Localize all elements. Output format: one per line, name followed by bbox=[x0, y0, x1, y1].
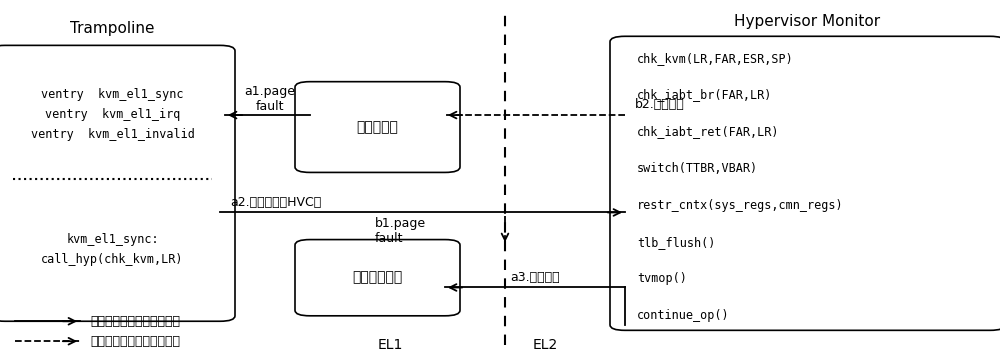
Text: 可信内核空间: 可信内核空间 bbox=[352, 271, 403, 285]
Text: 可信内核空间到非可信空间: 可信内核空间到非可信空间 bbox=[90, 335, 180, 348]
Text: chk_iabt_ret(FAR,LR): chk_iabt_ret(FAR,LR) bbox=[637, 125, 780, 138]
Text: a2.超级调用（HVC）: a2.超级调用（HVC） bbox=[230, 196, 321, 209]
Text: restr_cntx(sys_regs,cmn_regs): restr_cntx(sys_regs,cmn_regs) bbox=[637, 199, 844, 212]
FancyBboxPatch shape bbox=[0, 45, 235, 321]
Text: 非可信模块: 非可信模块 bbox=[357, 120, 398, 134]
Text: switch(TTBR,VBAR): switch(TTBR,VBAR) bbox=[637, 162, 758, 175]
Text: 非可信空间到可信内核空间: 非可信空间到可信内核空间 bbox=[90, 315, 180, 328]
Text: b1.page
fault: b1.page fault bbox=[375, 217, 426, 245]
Text: Hypervisor Monitor: Hypervisor Monitor bbox=[734, 14, 881, 29]
Text: a3.异常返回: a3.异常返回 bbox=[510, 271, 560, 284]
FancyBboxPatch shape bbox=[295, 82, 460, 172]
Text: a1.page
fault: a1.page fault bbox=[244, 85, 296, 113]
Text: b2.异常返回: b2.异常返回 bbox=[635, 98, 685, 111]
Text: continue_op(): continue_op() bbox=[637, 309, 730, 322]
FancyBboxPatch shape bbox=[610, 36, 1000, 330]
Text: tlb_flush(): tlb_flush() bbox=[637, 236, 715, 249]
Text: ventry  kvm_el1_sync
ventry  kvm_el1_irq
ventry  kvm_el1_invalid: ventry kvm_el1_sync ventry kvm_el1_irq v… bbox=[31, 88, 194, 141]
Text: kvm_el1_sync:
call_hyp(chk_kvm,LR): kvm_el1_sync: call_hyp(chk_kvm,LR) bbox=[41, 233, 184, 266]
Text: EL1: EL1 bbox=[377, 338, 403, 352]
Text: Trampoline: Trampoline bbox=[70, 21, 155, 36]
FancyBboxPatch shape bbox=[295, 240, 460, 316]
Text: chk_iabt_br(FAR,LR): chk_iabt_br(FAR,LR) bbox=[637, 89, 772, 101]
Text: tvmop(): tvmop() bbox=[637, 273, 687, 285]
Text: EL2: EL2 bbox=[532, 338, 558, 352]
Text: chk_kvm(LR,FAR,ESR,SP): chk_kvm(LR,FAR,ESR,SP) bbox=[637, 52, 794, 65]
